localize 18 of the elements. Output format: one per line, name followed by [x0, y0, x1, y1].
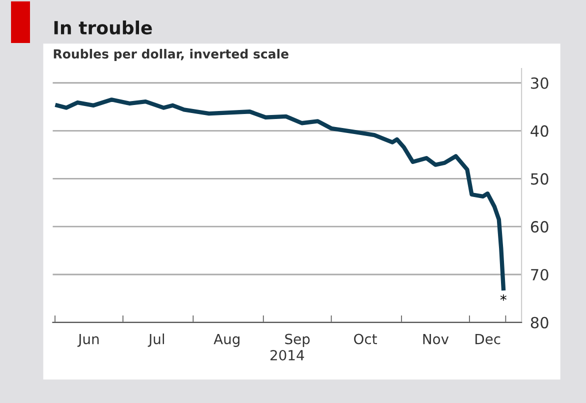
x-tick-label: Jul [148, 334, 164, 347]
x-tick-label: Nov [423, 334, 449, 344]
y-tick-label: 30 [531, 77, 548, 89]
y-tick-label: 50 [531, 173, 548, 185]
x-axis-title: 2014 [270, 350, 304, 360]
line-series [55, 98, 506, 290]
y-tick-label: 80 [530, 316, 548, 328]
chart-title: In trouble [54, 20, 152, 35]
y-tick-label: 70 [531, 268, 548, 281]
x-tick-label: Dec [475, 334, 500, 344]
chart-subtitle: Roubles per dollar, inverted scale [54, 48, 288, 62]
annotation: * [500, 294, 506, 301]
x-tick-label: Jun [77, 334, 99, 347]
x-tick-label: Oct [354, 334, 377, 344]
x-tick-label: Aug [214, 334, 240, 347]
y-tick-label: 40 [530, 125, 548, 137]
x-tick-label: Sep [285, 334, 310, 347]
y-tick-label: 60 [530, 221, 548, 233]
